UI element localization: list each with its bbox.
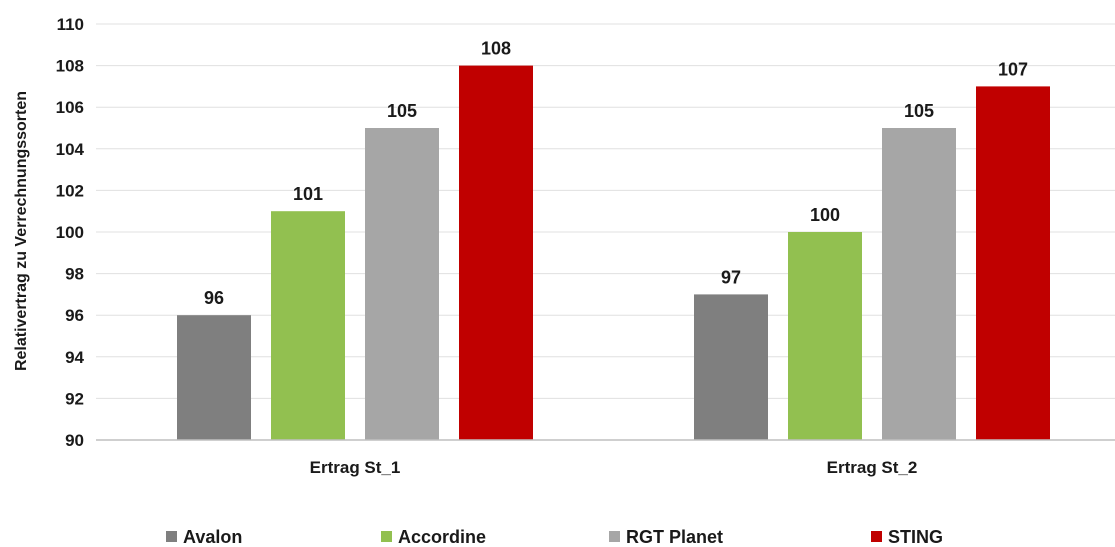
legend: Avalon Accordine RGT Planet STING (166, 527, 943, 547)
legend-entry: RGT Planet (626, 527, 723, 547)
data-label: 100 (810, 205, 840, 225)
y-tick-label: 92 (65, 389, 84, 408)
legend-entry: STING (888, 527, 943, 547)
bar-rgt-planet-2 (882, 128, 956, 440)
bar-accordine-2 (788, 232, 862, 440)
data-label: 108 (481, 39, 511, 59)
data-label: 107 (998, 59, 1028, 79)
category-labels: Ertrag St_1 Ertrag St_2 (310, 458, 918, 477)
data-label: 105 (387, 101, 417, 121)
bar-rgt-planet-1 (365, 128, 439, 440)
bar-avalon-1 (177, 315, 251, 440)
y-tick-label: 104 (56, 140, 85, 159)
bar-sting-1 (459, 65, 533, 440)
y-tick-label: 90 (65, 431, 84, 450)
y-tick-label: 94 (65, 348, 84, 367)
y-tick-label: 100 (56, 223, 84, 242)
legend-swatch (871, 531, 882, 542)
legend-swatch (609, 531, 620, 542)
legend-swatch (166, 531, 177, 542)
y-tick-label: 96 (65, 306, 84, 325)
legend-entry: Avalon (183, 527, 242, 547)
data-labels: 96 101 105 108 97 100 105 107 (204, 39, 1028, 309)
y-tick-label: 108 (56, 57, 84, 76)
x-category-label: Ertrag St_1 (310, 458, 401, 477)
bar-avalon-2 (694, 294, 768, 440)
legend-entry: Accordine (398, 527, 486, 547)
bars (177, 65, 1050, 441)
bar-accordine-1 (271, 211, 345, 440)
gridlines (96, 23, 1115, 399)
data-label: 97 (721, 267, 741, 287)
bar-sting-2 (976, 86, 1050, 441)
x-category-label: Ertrag St_2 (827, 458, 918, 477)
data-label: 101 (293, 184, 323, 204)
y-tick-label: 98 (65, 265, 84, 284)
data-label: 96 (204, 288, 224, 308)
y-tick-label: 110 (57, 15, 84, 34)
y-tick-label: 102 (56, 181, 84, 200)
data-label: 105 (904, 101, 934, 121)
legend-swatch (381, 531, 392, 542)
y-tick-label: 106 (56, 98, 84, 117)
y-axis-label: Relativertrag zu Verrechnungssorten (13, 91, 30, 371)
y-axis-ticks: 90 92 94 96 98 100 102 104 106 108 110 (56, 15, 85, 450)
